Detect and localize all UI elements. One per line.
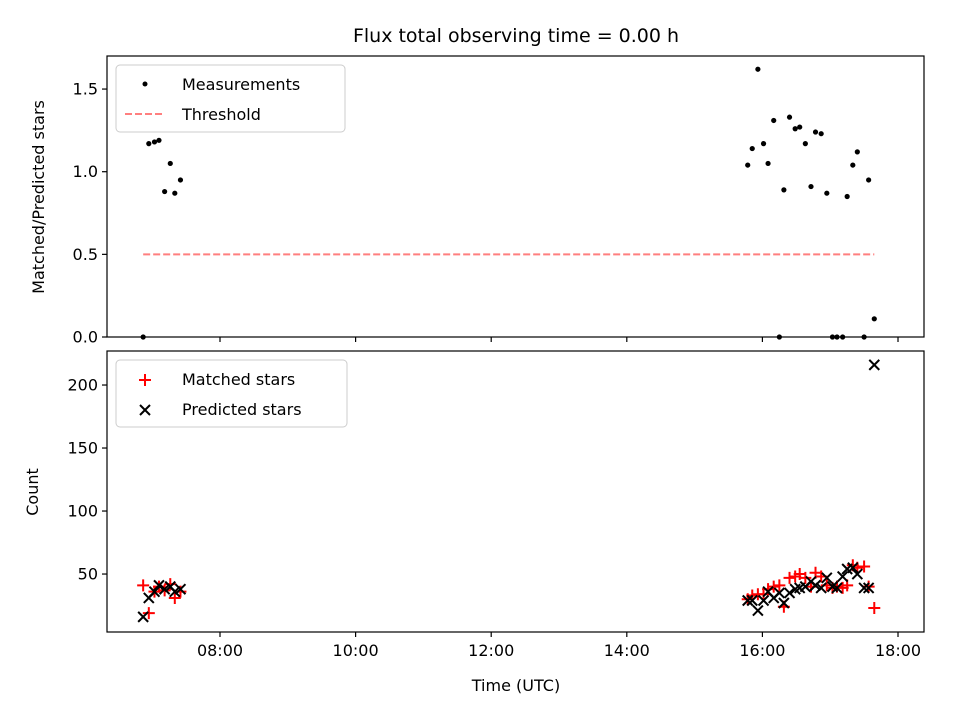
measurement-point	[749, 145, 755, 152]
predicted-star-point	[148, 585, 161, 598]
x-tick-label: 08:00	[197, 641, 243, 660]
ratio-y-axis-label: Matched/Predicted stars	[29, 100, 48, 294]
matched-star-point	[858, 560, 871, 573]
predicted-star-point	[137, 611, 149, 623]
y-tick-label: 200	[67, 376, 98, 395]
measurement-point	[812, 129, 819, 135]
ratio-plot-area	[140, 66, 877, 340]
predicted-star-point	[746, 594, 758, 607]
matched-star-point	[168, 591, 181, 604]
predicted-star-point	[862, 582, 875, 594]
predicted-star-point	[815, 582, 827, 594]
matched-star-point	[783, 571, 796, 584]
measurement-point	[167, 160, 173, 167]
legend-matched-label: Matched stars	[182, 370, 295, 389]
measurement-point	[844, 193, 850, 200]
x-tick-label: 14:00	[604, 641, 650, 660]
measurement-point	[172, 190, 178, 196]
matched-star-point	[773, 579, 786, 592]
count-axes-frame	[106, 350, 925, 633]
measurement-point	[781, 187, 787, 193]
chart-title: Flux total observing time = 0.00 h	[353, 25, 679, 47]
matched-star-point	[868, 602, 881, 615]
measurement-point	[765, 160, 771, 167]
predicted-star-point	[153, 579, 165, 592]
predicted-star-point	[778, 597, 790, 609]
matched-star-point	[142, 607, 155, 620]
matched-star-point	[767, 580, 780, 593]
predicted-star-point	[821, 572, 833, 584]
predicted-star-point	[847, 562, 859, 574]
ratio-legend: Measurements Threshold	[115, 64, 346, 133]
measurement-point	[786, 114, 793, 120]
legend-box	[115, 64, 346, 133]
measurement-point	[854, 149, 860, 155]
y-tick-label: 0.0	[73, 328, 98, 347]
y-tick-label: 1.5	[73, 80, 98, 99]
count-y-axis-label: Count	[23, 468, 42, 516]
x-tick-label: 10:00	[333, 641, 379, 660]
measurement-point	[808, 183, 814, 190]
predicted-star-point	[809, 579, 822, 592]
predicted-star-point	[742, 594, 754, 607]
predicted-star-point	[831, 582, 843, 594]
legend-box	[115, 359, 348, 428]
predicted-star-point	[783, 587, 796, 599]
y-tick-label: 100	[67, 502, 98, 521]
measurement-point	[850, 162, 856, 168]
count-panel: Count Time (UTC) Matched stars Predicted…	[23, 350, 925, 695]
legend-dot-icon	[142, 81, 148, 87]
measurement-point	[146, 141, 152, 147]
predicted-star-point	[752, 604, 764, 617]
y-tick-label: 150	[67, 439, 98, 458]
matched-star-point	[174, 585, 187, 598]
measurement-point	[151, 139, 158, 145]
predicted-star-point	[158, 583, 171, 595]
matched-star-point	[799, 571, 812, 584]
predicted-star-point	[169, 585, 181, 598]
matched-star-point	[762, 583, 775, 596]
measurement-point	[177, 177, 184, 183]
measurement-point	[792, 126, 798, 132]
y-tick-label: 1.0	[73, 162, 98, 181]
predicted-star-point	[773, 587, 786, 599]
matched-star-point	[137, 579, 150, 592]
legend-predicted-label: Predicted stars	[182, 400, 302, 419]
measurement-point	[771, 117, 777, 124]
x-tick-label: 12:00	[468, 641, 514, 660]
predicted-star-point	[174, 583, 187, 595]
x-tick-label: 16:00	[739, 641, 785, 660]
measurement-point	[760, 141, 767, 147]
predicted-star-point	[858, 582, 870, 594]
measurement-point	[156, 137, 162, 143]
measurement-point	[797, 124, 803, 130]
predicted-star-point	[757, 594, 770, 607]
measurement-point	[866, 177, 872, 183]
measurement-point	[802, 141, 808, 147]
predicted-star-point	[851, 568, 864, 580]
y-tick-label: 50	[78, 565, 98, 584]
count-plot-area	[137, 359, 881, 623]
measurement-point	[871, 316, 877, 322]
y-tick-label: 0.5	[73, 245, 98, 264]
measurement-point	[745, 162, 751, 168]
measurement-point	[824, 190, 830, 196]
legend-x-icon	[139, 404, 151, 416]
ratio-axes-frame	[106, 55, 925, 338]
measurement-point	[162, 188, 168, 195]
legend-plus-icon	[139, 374, 151, 386]
legend-measurements-label: Measurements	[182, 75, 300, 94]
measurement-point	[818, 131, 824, 137]
x-axis-label: Time (UTC)	[471, 676, 560, 695]
predicted-star-point	[868, 359, 880, 371]
x-tick-label: 18:00	[875, 641, 921, 660]
legend-threshold-label: Threshold	[181, 105, 261, 124]
measurement-point	[755, 66, 761, 72]
ratio-panel: Flux total observing time = 0.00 h Match…	[29, 25, 925, 340]
count-legend: Matched stars Predicted stars	[115, 359, 348, 428]
predicted-star-point	[836, 570, 849, 583]
